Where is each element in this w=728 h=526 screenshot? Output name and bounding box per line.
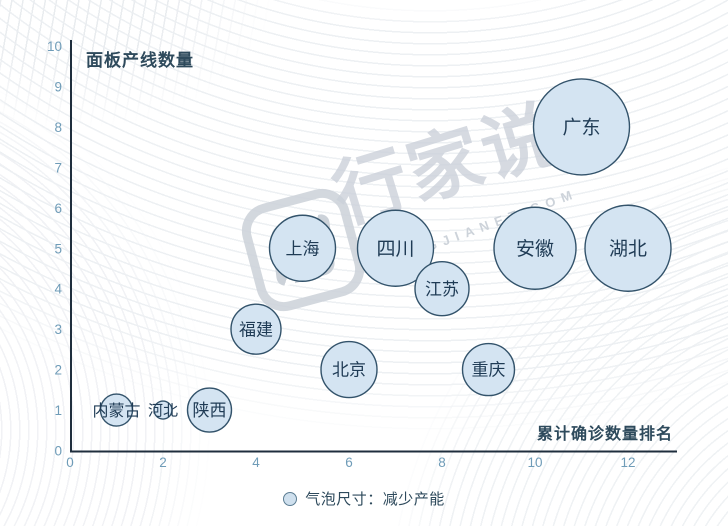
x-tick-label: 12 — [620, 455, 635, 470]
chart-bubble — [356, 209, 435, 287]
chart-bubble-label: 内蒙古 — [92, 402, 140, 420]
chart-bubble — [99, 393, 134, 427]
y-tick-label: 4 — [54, 282, 62, 297]
chart-bubble-label: 河北 — [148, 402, 178, 419]
y-axis-title: 面板产线数量 — [86, 51, 194, 70]
y-tick-label: 0 — [54, 444, 62, 459]
x-tick-label: 4 — [252, 455, 260, 470]
chart-bubble-label: 江苏 — [425, 280, 459, 299]
chart-bubble-label: 四川 — [376, 239, 414, 260]
x-tick-label: 8 — [438, 455, 446, 470]
y-tick-label: 7 — [54, 160, 62, 175]
x-tick-label: 10 — [527, 455, 542, 470]
chart-bubble — [493, 206, 577, 290]
chart-bubble — [230, 303, 282, 355]
y-tick-label: 5 — [54, 241, 62, 256]
y-tick-label: 8 — [54, 120, 62, 135]
chart-bubble-label: 重庆 — [472, 361, 506, 380]
legend-bubble-icon — [283, 491, 298, 506]
chart-bubble — [153, 400, 173, 420]
y-tick-label: 2 — [54, 363, 62, 378]
legend-label: 气泡尺寸：减少产能 — [305, 491, 445, 508]
y-tick-label: 9 — [54, 79, 62, 94]
chart-bubble — [186, 387, 233, 433]
y-tick-label: 6 — [54, 201, 62, 216]
legend: 气泡尺寸：减少产能 — [0, 488, 728, 509]
x-axis-title: 累计确诊数量排名 — [536, 426, 673, 443]
y-tick-label: 1 — [54, 403, 62, 418]
chart-bubble-label: 北京 — [332, 361, 366, 380]
chart-bubble — [320, 340, 378, 399]
x-tick-label: 6 — [345, 455, 353, 470]
y-tick-label: 10 — [47, 39, 62, 54]
chart-bubble — [532, 78, 631, 176]
chart-bubble-label: 广东 — [562, 117, 600, 139]
chart-bubble-label: 上海 — [286, 239, 320, 258]
chart-bubble-label: 安徽 — [516, 238, 554, 260]
chart-bubble — [461, 342, 516, 397]
y-tick-label: 3 — [54, 322, 62, 337]
chart-bubble-label: 湖北 — [609, 238, 647, 260]
x-tick-label: 0 — [66, 455, 74, 470]
chart-bubble-label: 福建 — [239, 320, 273, 339]
chart-bubble — [584, 204, 672, 292]
chart-bubble-label: 陕西 — [193, 401, 227, 420]
x-tick-label: 2 — [159, 455, 167, 470]
chart-bubble — [268, 214, 337, 282]
chart-bubble — [414, 261, 470, 317]
